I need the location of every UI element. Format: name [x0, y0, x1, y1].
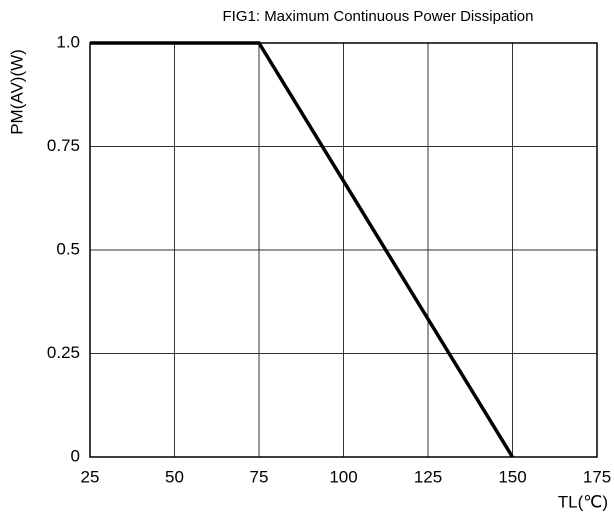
x-tick-label: 75: [250, 467, 269, 486]
x-tick-label: 150: [498, 467, 526, 486]
y-tick-label: 1.0: [56, 32, 80, 51]
y-tick-label: 0.75: [47, 136, 80, 155]
x-tick-label: 50: [165, 467, 184, 486]
y-tick-label: 0.5: [56, 239, 80, 258]
x-tick-label: 125: [414, 467, 442, 486]
chart-title: FIG1: Maximum Continuous Power Dissipati…: [223, 8, 534, 25]
data-line: [90, 41, 514, 458]
y-axis-label: PM(AV)(W): [7, 49, 26, 135]
plot-border: [89, 42, 598, 458]
x-tick-label: 25: [81, 467, 100, 486]
y-tick-label: 0: [71, 446, 80, 465]
x-tick-label: 100: [329, 467, 357, 486]
x-tick-label: 175: [583, 467, 611, 486]
y-tick-label: 0.25: [47, 343, 80, 362]
x-axis-label: TL(℃): [558, 492, 608, 511]
